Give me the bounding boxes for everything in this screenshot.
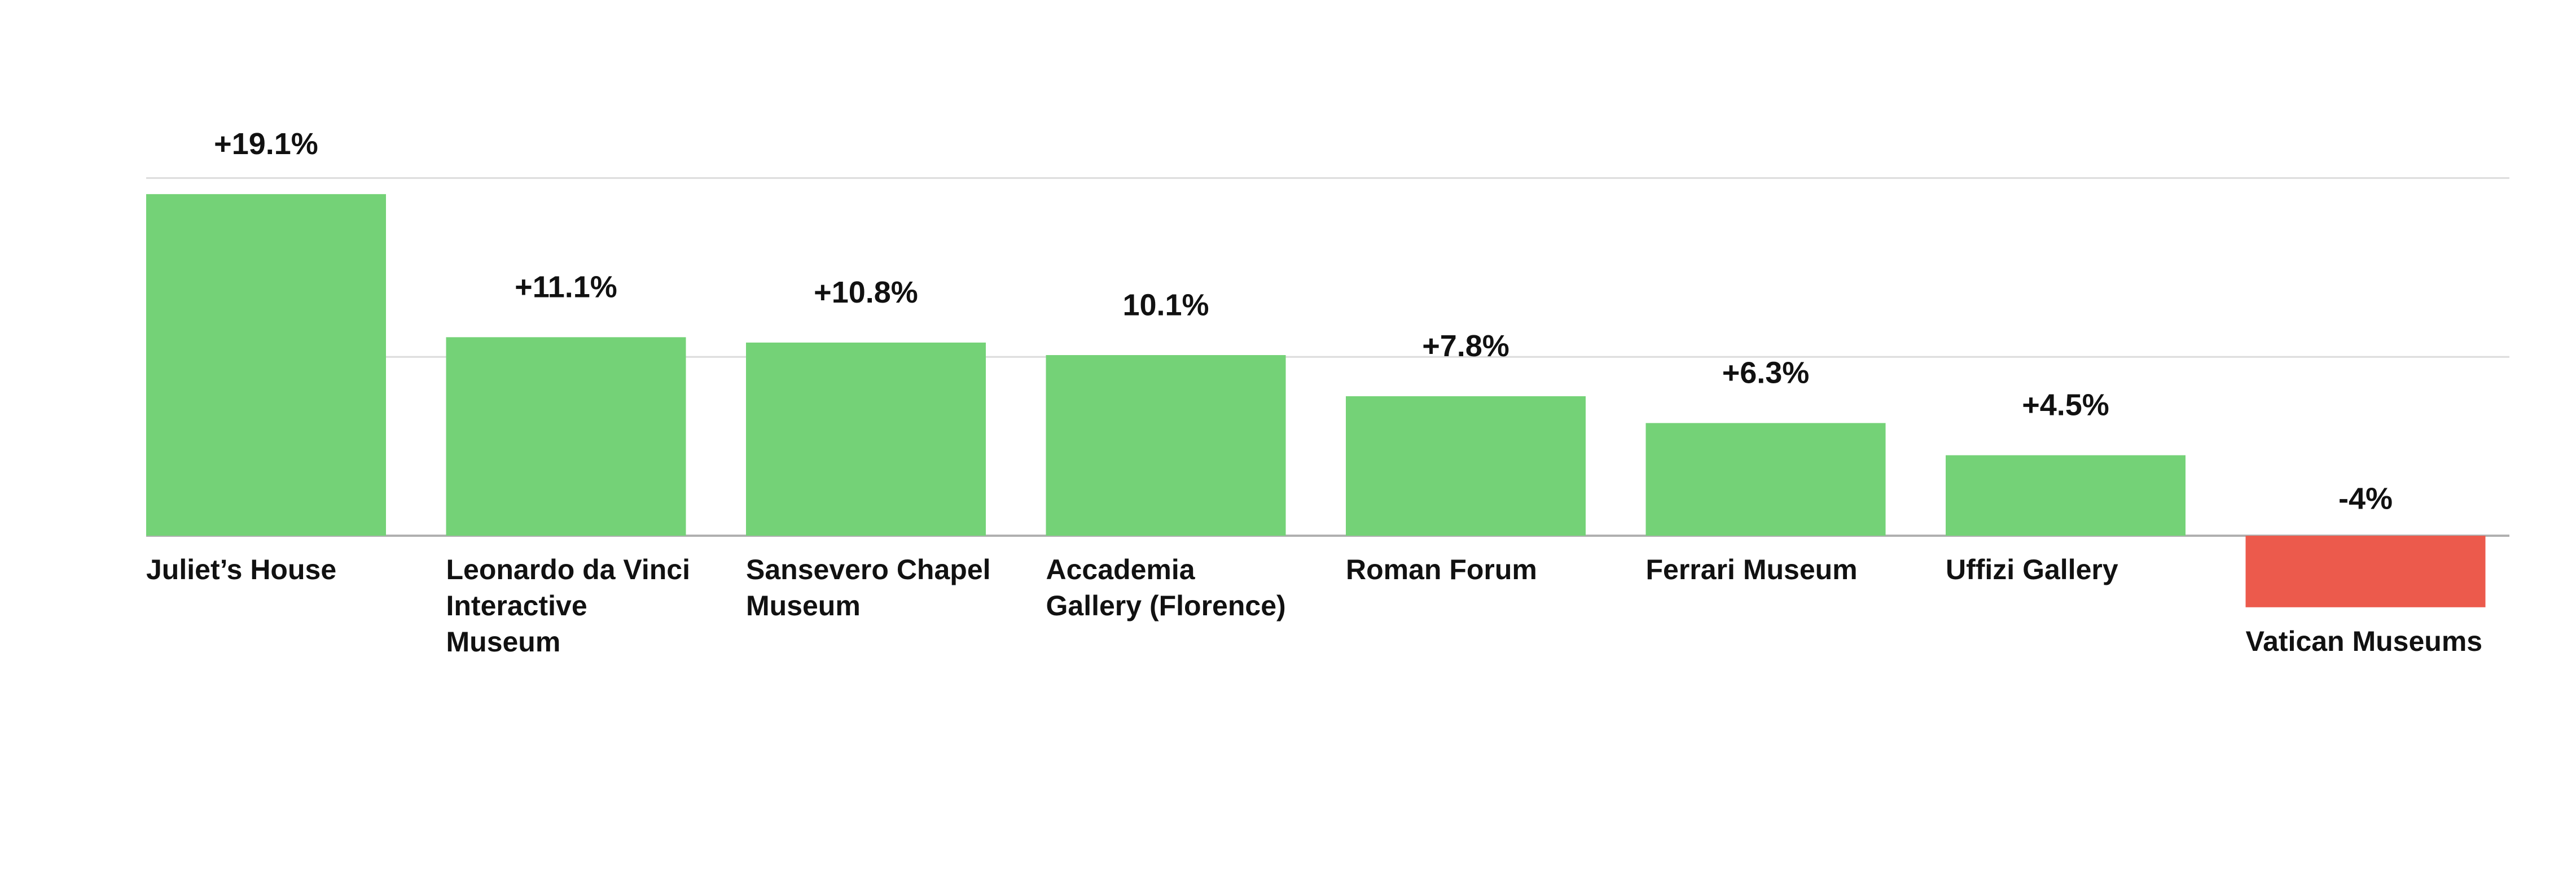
value-label: +10.8%	[814, 275, 918, 309]
category-label: Roman Forum	[1346, 554, 1537, 585]
bar	[1946, 455, 2186, 536]
value-label: +4.5%	[2022, 388, 2109, 422]
bar	[1346, 396, 1586, 536]
bar	[2245, 536, 2486, 607]
value-label: 10.1%	[1122, 288, 1209, 322]
value-label: +7.8%	[1422, 329, 1509, 363]
bar	[446, 337, 686, 536]
category-label: Accademia Gallery (Florence)	[1046, 554, 1286, 622]
bar	[746, 342, 986, 536]
category-label: Ferrari Museum	[1646, 554, 1858, 585]
category-label: Sansevero Chapel Museum	[746, 554, 991, 622]
value-label: -4%	[2338, 482, 2393, 515]
bar	[1046, 355, 1286, 536]
bar	[1645, 423, 1886, 536]
bar	[146, 194, 386, 536]
category-label: Leonardo da Vinci Interactive Museum	[446, 554, 691, 658]
value-label: +6.3%	[1722, 356, 1810, 390]
value-label: +11.1%	[515, 270, 617, 304]
category-label: Vatican Museums	[2246, 625, 2483, 657]
category-label: Uffizi Gallery	[1946, 554, 2118, 585]
value-label: +19.1%	[214, 127, 318, 161]
category-label: Juliet’s House	[146, 554, 336, 585]
